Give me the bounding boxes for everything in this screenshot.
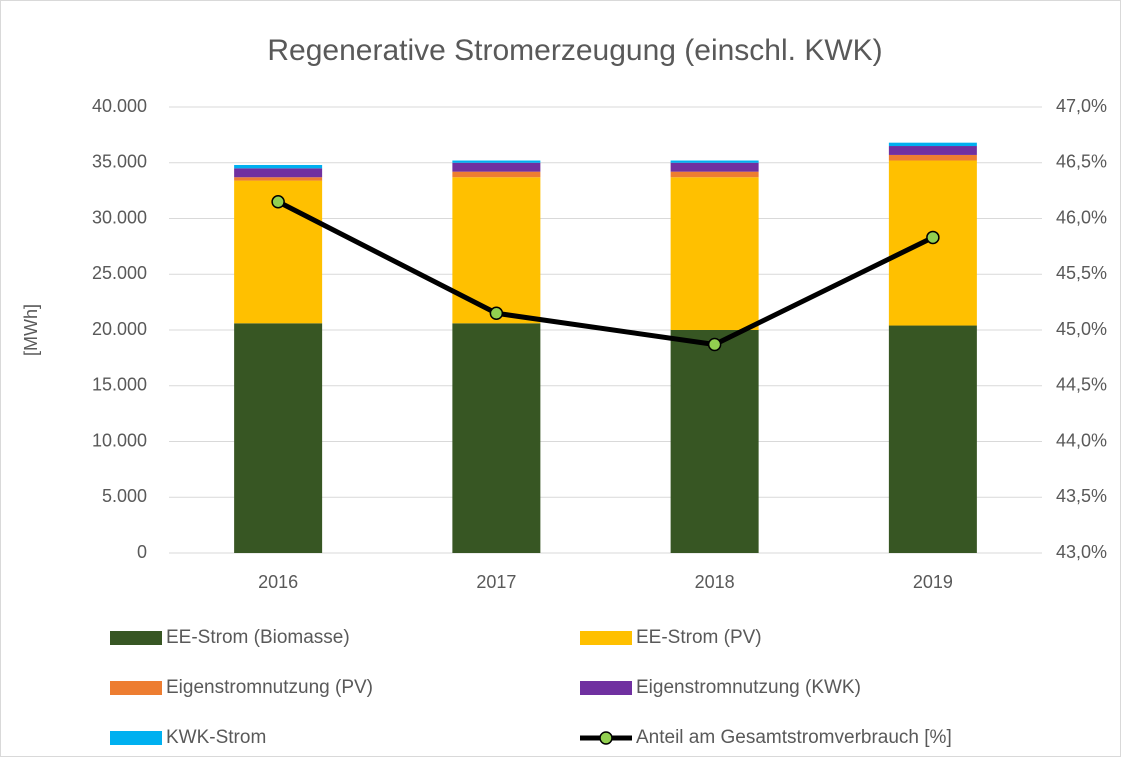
bar-segment bbox=[234, 164, 323, 169]
legend-swatch bbox=[580, 631, 632, 645]
y-tick-label: 10.000 bbox=[92, 430, 147, 450]
y2-tick-label: 44,5% bbox=[1056, 375, 1107, 395]
y2-tick-label: 43,5% bbox=[1056, 486, 1107, 506]
bar-segment bbox=[452, 177, 541, 324]
x-tick-label: 2016 bbox=[258, 572, 298, 592]
legend-marker bbox=[599, 731, 613, 745]
bar-segment bbox=[234, 177, 323, 181]
y-tick-label: 0 bbox=[137, 542, 147, 562]
bar-segment bbox=[670, 177, 759, 330]
legend-label: EE-Strom (Biomasse) bbox=[166, 627, 350, 648]
legend-swatch bbox=[580, 681, 632, 695]
bar-segment bbox=[452, 162, 541, 172]
bar-segment bbox=[452, 160, 541, 163]
y2-tick-label: 46,5% bbox=[1056, 152, 1107, 172]
legend-swatch bbox=[110, 731, 162, 745]
y-tick-label: 30.000 bbox=[92, 207, 147, 227]
legend-label: Eigenstromnutzung (PV) bbox=[166, 677, 373, 698]
y2-tick-label: 45,0% bbox=[1056, 319, 1107, 339]
bar-segment bbox=[234, 323, 323, 553]
line-marker bbox=[707, 337, 722, 352]
legend-swatch bbox=[110, 631, 162, 645]
line-marker bbox=[489, 306, 504, 321]
x-tick-label: 2017 bbox=[476, 572, 516, 592]
bar-segment bbox=[888, 142, 977, 147]
y-tick-label: 35.000 bbox=[92, 152, 147, 172]
legend-label: EE-Strom (PV) bbox=[636, 627, 762, 648]
y-tick-label: 15.000 bbox=[92, 375, 147, 395]
bar-segment bbox=[452, 171, 541, 178]
line-series bbox=[276, 199, 934, 347]
y2-tick-label: 47,0% bbox=[1056, 96, 1107, 116]
y-tick-label: 5.000 bbox=[102, 486, 147, 506]
bar-segment bbox=[670, 162, 759, 172]
legend-label: Eigenstromnutzung (KWK) bbox=[636, 677, 861, 698]
x-tick-label: 2019 bbox=[913, 572, 953, 592]
bar-segment bbox=[670, 160, 759, 163]
bar-segment bbox=[670, 330, 759, 553]
y2-tick-label: 45,5% bbox=[1056, 263, 1107, 283]
y2-tick-label: 46,0% bbox=[1056, 207, 1107, 227]
chart-title: Regenerative Stromerzeugung (einschl. KW… bbox=[267, 34, 882, 67]
line-marker bbox=[926, 230, 940, 245]
x-tick-label: 2018 bbox=[695, 572, 735, 592]
line-marker bbox=[271, 195, 285, 209]
y-axis-label: [MWh] bbox=[21, 304, 41, 356]
y2-tick-label: 43,0% bbox=[1056, 542, 1107, 562]
y-tick-label: 40.000 bbox=[92, 96, 147, 116]
bar-segment bbox=[888, 154, 977, 161]
bar-segment bbox=[888, 325, 977, 553]
legend-label: Anteil am Gesamtstromverbrauch [%] bbox=[636, 727, 952, 748]
bar-segment bbox=[888, 146, 977, 155]
y-tick-label: 25.000 bbox=[92, 263, 147, 283]
y2-tick-label: 44,0% bbox=[1056, 430, 1107, 450]
legend-swatch bbox=[110, 681, 162, 695]
bar-segment bbox=[670, 171, 759, 178]
y-tick-label: 20.000 bbox=[92, 319, 147, 339]
bar-segment bbox=[234, 168, 323, 178]
legend-label: KWK-Strom bbox=[166, 727, 266, 748]
bar-segment bbox=[452, 323, 541, 553]
